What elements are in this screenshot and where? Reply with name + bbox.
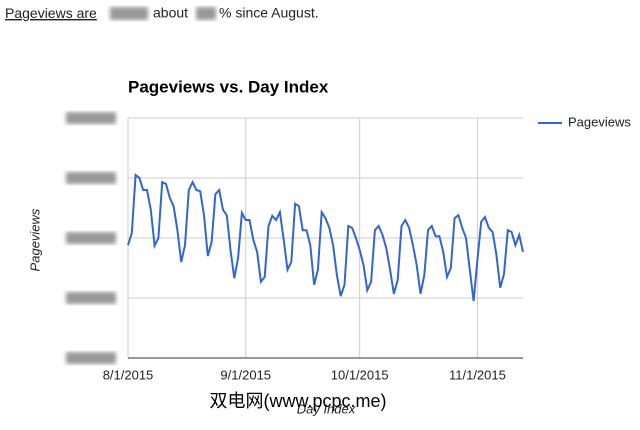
- sentence-start: Pageviews are: [5, 5, 97, 21]
- blurred-y-tick-label: [66, 172, 116, 184]
- watermark: 双电网(www.pcpc.me): [209, 391, 386, 411]
- blurred-value: [196, 7, 216, 20]
- sentence-middle: about: [153, 5, 188, 21]
- summary-sentence: Pageviews are: [5, 5, 97, 21]
- blurred-y-tick-label: [66, 352, 116, 364]
- x-axis-label: Day Index: [297, 401, 356, 416]
- x-tick-label: 10/1/2015: [331, 367, 389, 382]
- blurred-y-tick-label: [66, 232, 116, 244]
- sentence-end: % since August.: [219, 5, 319, 21]
- y-axis-label: Pageviews: [27, 208, 42, 271]
- x-tick-label: 9/1/2015: [220, 367, 271, 382]
- x-tick-label: 11/1/2015: [449, 367, 506, 382]
- chart-title: Pageviews vs. Day Index: [128, 77, 329, 96]
- data-line: [127, 173, 524, 302]
- blurred-y-tick-label: [66, 112, 116, 124]
- blurred-value: [110, 7, 148, 20]
- legend-label: Pageviews: [568, 114, 631, 129]
- x-tick-label: 8/1/2015: [103, 367, 154, 382]
- blurred-y-tick-label: [66, 292, 116, 304]
